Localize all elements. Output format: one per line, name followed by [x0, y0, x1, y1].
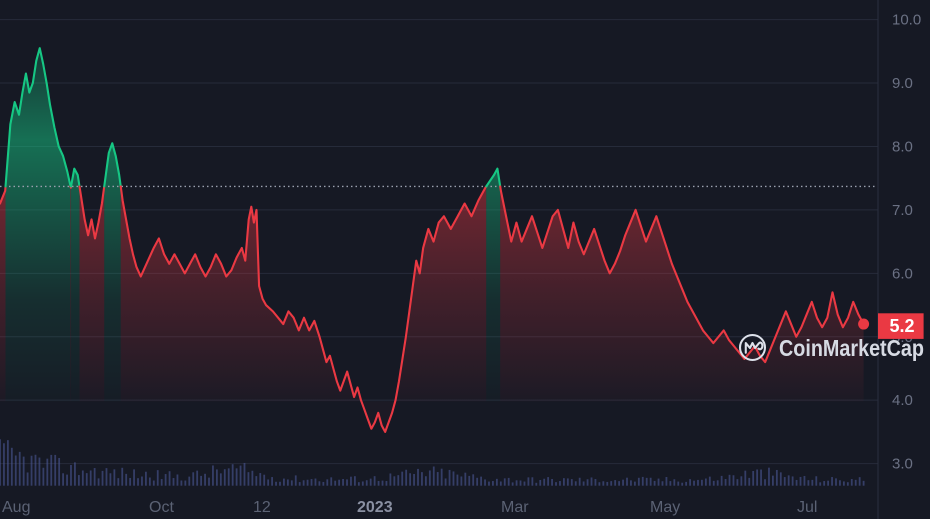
svg-text:Jul: Jul: [797, 499, 817, 516]
svg-text:2023: 2023: [357, 499, 393, 516]
svg-text:7.0: 7.0: [892, 202, 913, 219]
svg-text:5.2: 5.2: [890, 316, 915, 336]
svg-text:Oct: Oct: [149, 499, 174, 516]
svg-text:9.0: 9.0: [892, 75, 913, 92]
svg-text:12: 12: [253, 499, 271, 516]
svg-text:10.0: 10.0: [892, 12, 921, 29]
svg-text:4.0: 4.0: [892, 392, 913, 409]
svg-text:8.0: 8.0: [892, 138, 913, 155]
svg-text:Aug: Aug: [2, 499, 30, 516]
svg-text:6.0: 6.0: [892, 265, 913, 282]
svg-text:May: May: [650, 499, 680, 516]
svg-text:3.0: 3.0: [892, 456, 913, 473]
svg-text:Mar: Mar: [501, 499, 529, 516]
